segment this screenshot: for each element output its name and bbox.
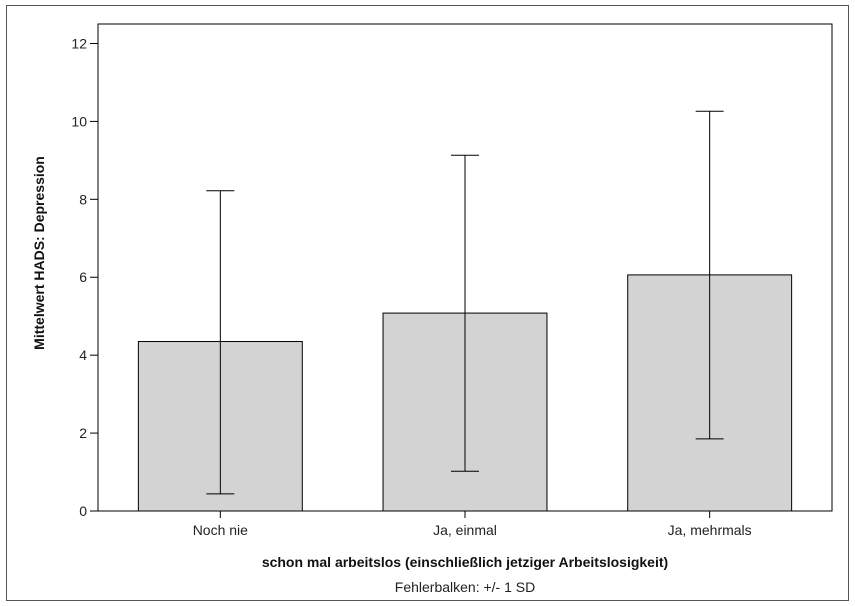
y-tick-label-3: 6 (79, 269, 87, 285)
y-tick-label-1: 2 (79, 425, 87, 441)
y-tick-label-6: 12 (71, 35, 87, 51)
y-tick-label-4: 8 (79, 191, 87, 207)
footnote: Fehlerbalken: +/- 1 SD (395, 579, 535, 595)
error-bars-group (206, 110, 724, 495)
x-axis: Noch nie Ja, einmal Ja, mehrmals (193, 511, 752, 538)
x-tick-label-1: Ja, einmal (433, 522, 497, 538)
y-tick-label-0: 0 (79, 503, 87, 519)
x-axis-title: schon mal arbeitslos (einschließlich jet… (262, 554, 668, 570)
x-tick-label-2: Ja, mehrmals (668, 522, 752, 538)
y-axis-title: Mittelwert HADS: Depression (31, 156, 47, 350)
y-tick-label-2: 4 (79, 347, 87, 363)
chart-frame (6, 5, 849, 601)
y-tick-label-5: 10 (71, 113, 87, 129)
y-axis: 0 2 4 6 8 10 12 (71, 35, 98, 519)
x-tick-label-0: Noch nie (193, 522, 248, 538)
